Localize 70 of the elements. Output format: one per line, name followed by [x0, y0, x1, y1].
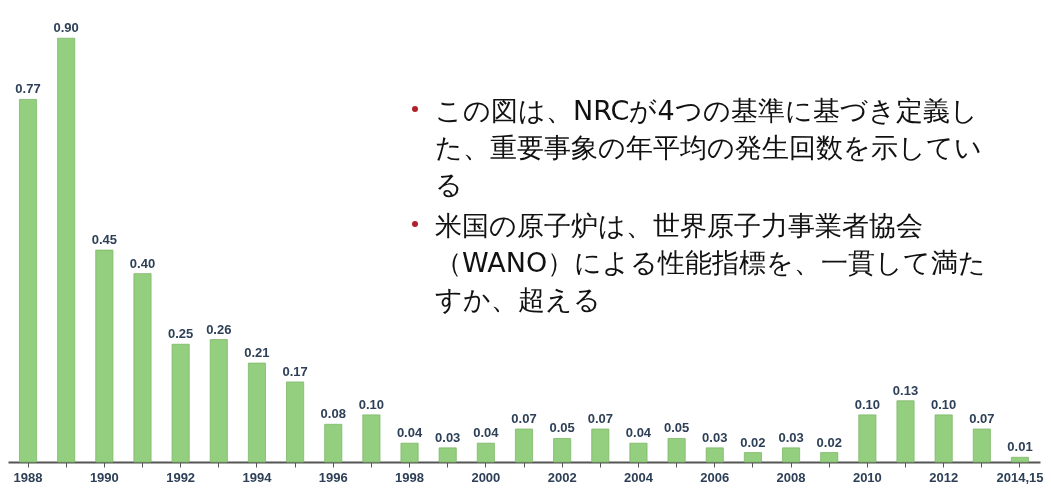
x-tick-label: 2012 — [929, 469, 959, 485]
data-label: 0.04 — [396, 425, 423, 441]
data-label: 0.25 — [167, 326, 194, 342]
bar — [591, 428, 610, 463]
data-label: 0.01 — [1007, 439, 1033, 455]
data-label: 0.40 — [129, 255, 156, 271]
data-label: 0.26 — [206, 321, 232, 337]
bar — [133, 273, 152, 463]
bar — [247, 362, 266, 463]
bar — [57, 37, 76, 463]
x-tick-label: 2002 — [547, 469, 577, 485]
x-tick-label: 2010 — [852, 469, 882, 485]
data-label: 0.03 — [702, 429, 728, 445]
bar — [362, 414, 381, 463]
bar — [19, 99, 38, 463]
x-tick-label: 1988 — [13, 469, 43, 485]
bar — [782, 447, 801, 463]
data-label: 0.07 — [969, 411, 995, 427]
data-label: 0.77 — [15, 81, 41, 97]
bar — [286, 381, 305, 463]
data-label: 0.05 — [549, 420, 575, 436]
bar — [476, 442, 495, 463]
bar — [553, 438, 572, 463]
data-label: 0.07 — [511, 411, 537, 427]
x-tick-label: 1994 — [242, 469, 273, 485]
x-tick-label: 2006 — [700, 469, 730, 485]
data-label: 0.45 — [91, 232, 117, 248]
annotation: この図は、NRCが4つの基準に基づき定義した、重要事象の年平均の発生回数を示している — [435, 94, 983, 202]
bar — [667, 438, 686, 463]
data-label: 0.02 — [816, 434, 842, 450]
data-label: 0.07 — [587, 411, 613, 427]
bar — [896, 400, 915, 463]
data-label: 0.13 — [892, 382, 919, 398]
bar — [743, 452, 762, 463]
data-label: 0.10 — [358, 396, 385, 412]
x-tick-label: 1996 — [318, 469, 348, 485]
x-tick-label: 2004 — [623, 469, 654, 485]
data-label: 0.03 — [435, 429, 461, 445]
bar — [629, 442, 648, 463]
data-label: 0.04 — [625, 425, 652, 441]
bar — [972, 428, 991, 463]
x-tick-label: 1992 — [166, 469, 196, 485]
bar — [934, 414, 953, 463]
x-tick-label: 2008 — [776, 469, 806, 485]
bar — [438, 447, 457, 463]
annotation: 米国の原子炉は、世界原子力事業者協会（WANO）による性能指標を、一貫して満たすか、超える — [435, 209, 988, 317]
data-label: 0.17 — [282, 363, 308, 379]
data-label: 0.21 — [244, 345, 270, 361]
bar — [858, 414, 877, 463]
data-label: 0.04 — [473, 425, 500, 441]
x-tick-label: 1998 — [395, 469, 425, 485]
data-label: 0.08 — [320, 406, 346, 422]
data-label: 0.10 — [931, 396, 957, 412]
data-label: 0.02 — [740, 434, 766, 450]
data-label: 0.03 — [778, 429, 804, 445]
bar — [95, 249, 114, 463]
data-label: 0.90 — [53, 20, 79, 36]
x-tick-label: 2000 — [471, 469, 501, 485]
bar — [209, 339, 228, 463]
bar — [324, 423, 343, 463]
bar — [820, 452, 839, 463]
bar — [171, 343, 190, 463]
bar — [705, 447, 724, 463]
x-tick-label: 2014,15 — [996, 469, 1044, 485]
data-label: 0.10 — [854, 396, 881, 412]
data-label: 0.05 — [663, 420, 690, 436]
bar — [515, 428, 533, 463]
bar — [1010, 456, 1029, 463]
bar — [400, 442, 419, 463]
x-tick-label: 1990 — [89, 469, 119, 485]
